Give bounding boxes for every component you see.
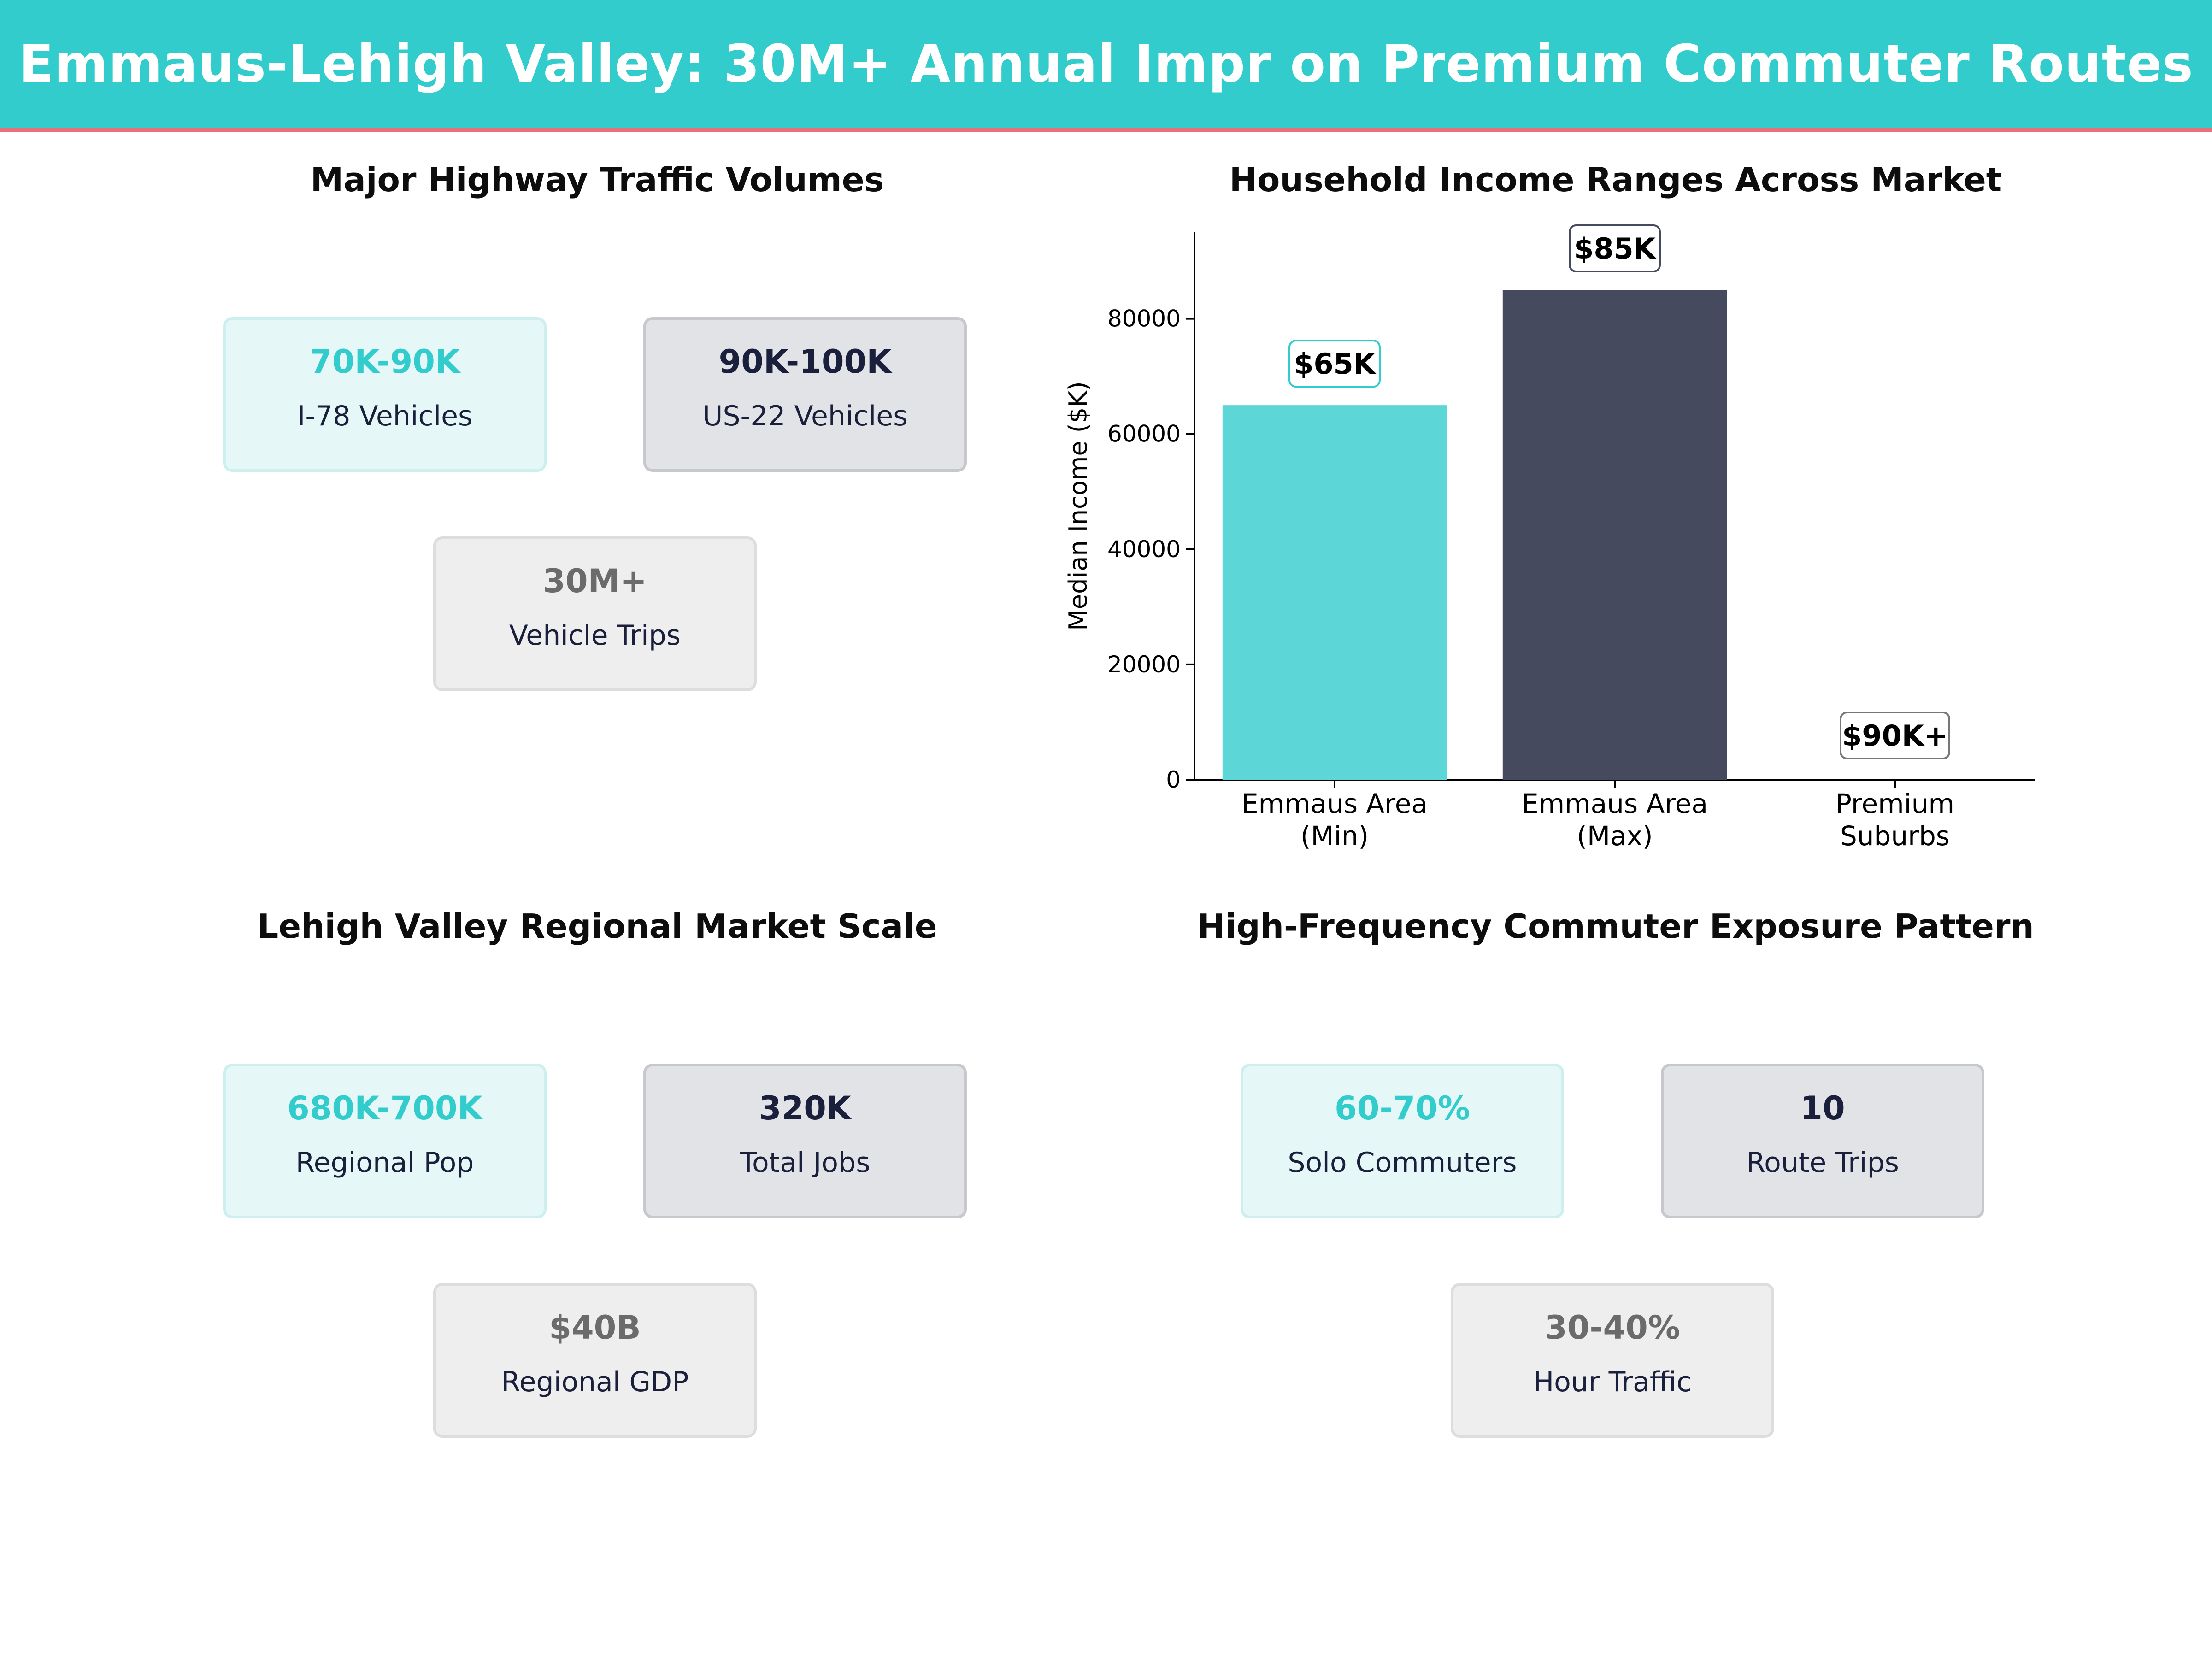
commuter-card-route-trips: 10 Route Trips <box>1661 1064 1984 1218</box>
x-tick-label: (Max) <box>1577 820 1653 852</box>
data-label: $85K <box>1574 232 1656 265</box>
card-value: 60-70% <box>1334 1089 1470 1127</box>
card-label: Vehicle Trips <box>509 619 681 652</box>
data-label: $90K+ <box>1842 719 1947 753</box>
card-value: 30-40% <box>1544 1309 1680 1347</box>
traffic-card-i78: 70K-90K I-78 Vehicles <box>223 317 547 472</box>
card-label: US-22 Vehicles <box>702 400 908 432</box>
bar <box>1222 405 1447 780</box>
card-label: Regional GDP <box>501 1366 689 1398</box>
card-value: 30M+ <box>543 562 647 600</box>
traffic-card-trips: 30M+ Vehicle Trips <box>433 536 757 691</box>
card-value: 70K-90K <box>309 343 460 381</box>
header-banner: Emmaus-Lehigh Valley: 30M+ Annual Impr o… <box>0 0 2212 132</box>
card-label: Solo Commuters <box>1288 1147 1517 1179</box>
page-title: Emmaus-Lehigh Valley: 30M+ Annual Impr o… <box>18 34 2194 94</box>
card-label: Regional Pop <box>295 1147 474 1179</box>
x-tick-label: Suburbs <box>1840 820 1950 852</box>
commuter-panel-title: High-Frequency Commuter Exposure Pattern <box>1197 907 2034 946</box>
data-label: $65K <box>1294 347 1376 381</box>
y-tick-label: 60000 <box>1107 421 1181 447</box>
x-tick-label: Premium <box>1835 788 1954 819</box>
chart-title: Household Income Ranges Across Market <box>1229 160 2002 199</box>
data-label-box <box>1840 712 1950 759</box>
commuter-card-solo: 60-70% Solo Commuters <box>1241 1064 1564 1218</box>
market-card-jobs: 320K Total Jobs <box>643 1064 967 1218</box>
market-card-population: 680K-700K Regional Pop <box>223 1064 547 1218</box>
card-label: Hour Traffic <box>1533 1366 1692 1398</box>
x-tick-label: Emmaus Area <box>1522 788 1708 819</box>
data-label-box <box>1569 224 1661 273</box>
x-tick-label: (Min) <box>1300 820 1369 852</box>
card-value: 10 <box>1800 1089 1845 1127</box>
traffic-panel-title: Major Highway Traffic Volumes <box>310 160 884 199</box>
y-axis-label: Median Income ($K) <box>1064 381 1093 630</box>
market-card-gdp: $40B Regional GDP <box>433 1283 757 1438</box>
card-value: 90K-100K <box>718 343 892 381</box>
y-tick-label: 40000 <box>1107 536 1181 563</box>
y-tick-label: 20000 <box>1107 651 1181 678</box>
market-panel-title: Lehigh Valley Regional Market Scale <box>257 907 937 946</box>
card-label: Total Jobs <box>740 1147 871 1179</box>
y-tick-label: 80000 <box>1107 306 1181 332</box>
card-value: 680K-700K <box>287 1089 482 1127</box>
bar <box>1502 290 1727 780</box>
data-label-box <box>1288 340 1381 388</box>
y-tick-label: 0 <box>1166 766 1181 793</box>
card-label: I-78 Vehicles <box>297 400 473 432</box>
traffic-card-us22: 90K-100K US-22 Vehicles <box>643 317 967 472</box>
x-tick-label: Emmaus Area <box>1241 788 1428 819</box>
card-label: Route Trips <box>1746 1147 1899 1179</box>
card-value: 320K <box>759 1089 852 1127</box>
commuter-card-hour-traffic: 30-40% Hour Traffic <box>1451 1283 1774 1438</box>
card-value: $40B <box>549 1309 641 1347</box>
